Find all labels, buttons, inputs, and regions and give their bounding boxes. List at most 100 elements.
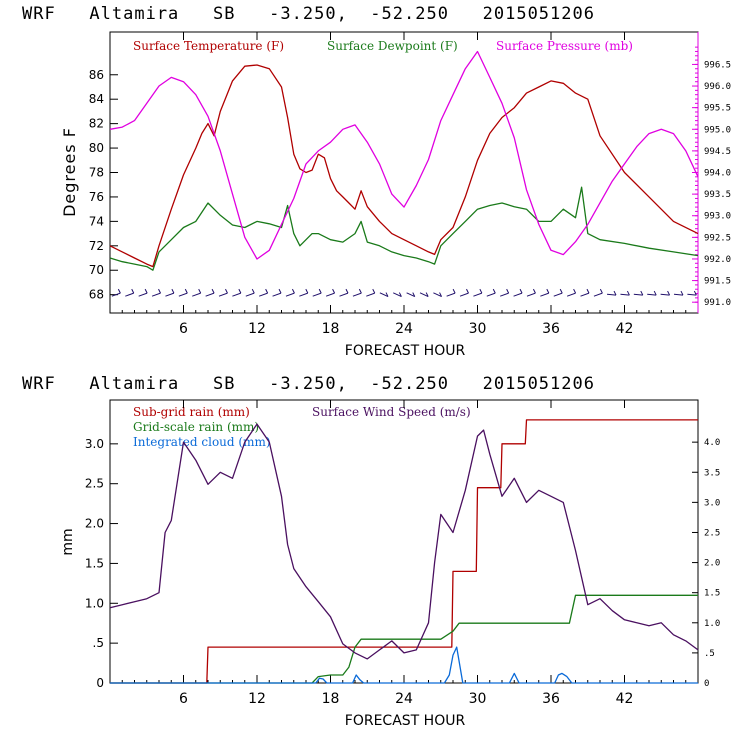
series-surface-temperature-f [109,64,699,268]
panel1-title: WRF Altamira SB -3.250, -52.250 20150512… [22,4,595,24]
wind-barb-flag [653,290,657,296]
wind-barb-flag [452,288,456,294]
wind-barb [138,292,148,297]
wind-barb-flag [345,288,349,294]
legend-temperature: Surface Temperature (F) [133,39,284,53]
y2-tick-label: 995.0 [704,125,731,135]
y2-tick-label: 996.5 [704,60,731,70]
panel1-y-ticks: 68 70 72 74 76 78 80 82 84 86 [89,68,118,302]
y2-tick-label: 994.5 [704,147,731,157]
wind-barb [540,292,549,297]
wind-barb-flag [613,290,617,296]
wind-barb [607,293,617,296]
wind-barb [366,292,375,297]
wind-barb-flag [412,292,416,297]
series-integrated-cloud-mm [110,646,698,684]
wind-barb-flag [144,288,148,294]
wind-barb-flag [358,288,362,294]
panel1-series [109,50,699,298]
wind-barb-flag [278,288,282,294]
y2-tick-label: 991.5 [704,277,731,287]
wind-barb-flag [519,288,523,294]
wind-barb-flag [265,288,269,294]
y2-tick-label: 2.5 [704,528,720,538]
wind-barb-flag [131,288,135,294]
wind-barb [566,292,576,297]
y-tick-label: 2.5 [85,477,104,491]
y-tick-label: 82 [89,117,104,131]
y2-tick-label: 3.5 [704,468,720,478]
x-tick-label: 36 [542,691,560,707]
wind-barb [111,292,121,297]
wind-barb [406,292,415,298]
wind-barb-flag [332,288,336,294]
wind-barb-flag [680,290,684,296]
legend-integrated-cloud: Integrated cloud (mm) [133,435,271,449]
wind-barb [325,292,335,297]
wind-barb-flag [158,288,161,294]
x-tick-label: 24 [395,321,413,337]
y-tick-label: 68 [89,288,104,302]
wind-barb [486,292,496,297]
wind-barb [205,292,215,297]
panel2-y-axis-label: mm [60,528,76,555]
wind-barb [192,292,201,297]
panel1-x-ticks: 6 12 18 24 30 36 42 [121,32,687,337]
wind-barb [580,292,590,297]
wind-barb-flag [439,292,442,297]
x-tick-label: 30 [469,691,487,707]
wind-barb-flag [640,290,644,296]
wind-barb-flag [559,288,563,294]
x-tick-label: 36 [542,321,560,337]
wind-barb [553,292,563,297]
panel2-series [109,419,699,684]
series-grid-scale-rain-mm [110,594,698,684]
wind-barb [513,292,523,297]
wind-barb-flag [599,288,603,294]
wind-barb [500,292,509,297]
panel2-title: WRF Altamira SB -3.250, -52.250 20150512… [22,374,595,394]
x-tick-label: 12 [248,321,266,337]
wind-barb-flag [479,288,483,294]
wind-barb-flag [372,288,376,294]
wind-barb-flag [546,288,550,294]
wind-barb-flag [211,288,215,294]
y2-tick-label: 2.0 [704,559,720,569]
wind-barb-flag [305,288,309,294]
x-tick-label: 18 [322,321,340,337]
wind-barb [339,292,349,297]
wind-barb-flag [398,292,402,297]
y-tick-label: 1.5 [85,556,104,570]
wind-barb [178,292,188,297]
y2-tick-label: 992.5 [704,233,731,243]
y2-tick-label: 1.0 [704,619,720,629]
y-tick-label: 70 [89,263,104,277]
wind-barb-flag [171,288,175,294]
y-tick-label: 76 [89,190,104,204]
legend-subgrid-rain: Sub-grid rain (mm) [133,405,250,419]
wind-barb-flag [238,288,242,294]
wind-barb [151,292,161,297]
wind-barb [165,292,175,297]
y2-tick-label: 991.0 [704,298,731,308]
x-tick-label: 42 [616,321,634,337]
wind-barb [393,292,402,298]
panel2-x-ticks: 6 12 18 24 30 36 42 [121,400,687,707]
wind-barb-flag [573,288,577,294]
wind-barb-flag [184,288,188,294]
wind-barb [687,293,697,296]
x-tick-label: 42 [616,691,634,707]
y-tick-label: 3.0 [85,437,104,451]
wind-barb [245,292,255,297]
panel1-y-axis-label: Degrees F [60,127,79,217]
panel1-x-axis-label: FORECAST HOUR [345,343,466,359]
wind-barb-flag [667,290,671,296]
wind-barb-flag [466,288,469,294]
legend-pressure: Surface Pressure (mb) [496,39,633,53]
y2-tick-label: 0 [704,679,709,689]
wind-barb-flag [693,290,697,296]
wind-barb-flag [291,288,295,294]
x-tick-label: 18 [322,691,340,707]
panel-temperature: WRF Altamira SB -3.250, -52.250 20150512… [22,4,731,359]
y-tick-label: 1.0 [85,596,104,610]
